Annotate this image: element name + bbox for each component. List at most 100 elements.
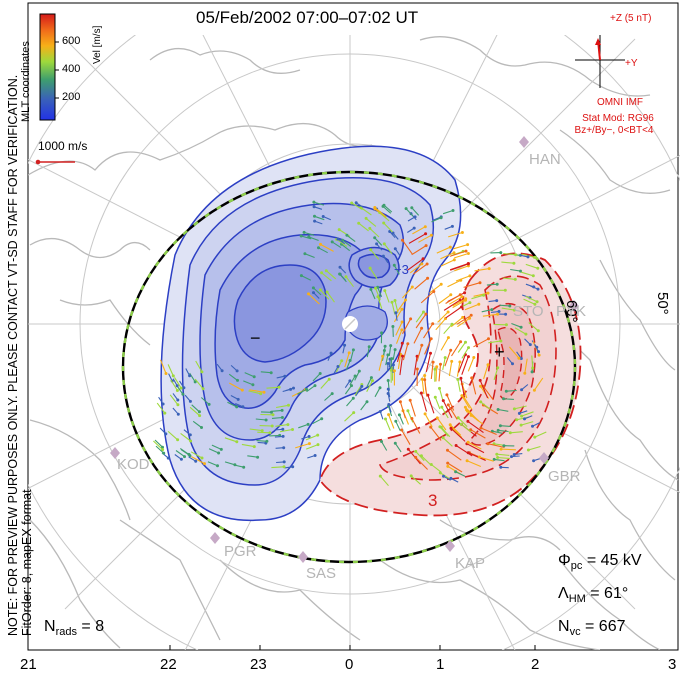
velocity-vector-origin — [354, 201, 358, 205]
velocity-vector-origin — [369, 376, 373, 380]
velocity-vector-origin — [433, 395, 437, 399]
velocity-vector-origin — [420, 262, 424, 266]
velocity-vector-origin — [510, 455, 513, 459]
velocity-vector-origin — [513, 277, 517, 281]
velocity-vector-origin — [466, 355, 470, 359]
colorbar-ticks — [55, 41, 59, 99]
velocity-vector — [452, 299, 466, 309]
velocity-vector-origin — [446, 403, 450, 407]
velocity-vector-origin — [446, 310, 450, 314]
velocity-vector-origin — [197, 410, 201, 414]
velocity-vector-origin — [432, 290, 436, 293]
velocity-vector-origin — [350, 201, 354, 205]
velocity-vector-origin — [532, 459, 536, 463]
velocity-vector-origin — [533, 302, 537, 306]
velocity-vector — [383, 204, 393, 213]
velocity-vector — [360, 207, 372, 216]
velocity-vector — [354, 370, 360, 381]
velocity-vector — [447, 449, 462, 461]
velocity-vector — [457, 341, 466, 353]
velocity-vector — [493, 367, 499, 381]
mlt-axis-ticks — [27, 645, 679, 650]
velocity-vector — [200, 397, 210, 405]
velocity-vector — [384, 418, 391, 431]
velocity-vector — [393, 308, 403, 323]
velocity-vector-origin — [429, 351, 432, 355]
velocity-vector-origin — [179, 457, 183, 461]
velocity-vector-origin — [313, 214, 316, 218]
velocity-vector-origin — [329, 351, 333, 355]
velocity-vector-origin — [508, 304, 512, 308]
velocity-vector-origin — [479, 426, 483, 430]
velocity-vector — [170, 379, 178, 391]
velocity-vector — [442, 437, 453, 447]
velocity-vector-origin — [390, 357, 394, 361]
velocity-vector — [511, 322, 522, 328]
velocity-vector-origin — [200, 370, 204, 374]
velocity-vector — [446, 394, 455, 411]
velocity-vector-origin — [188, 374, 192, 378]
velocity-vector-origin — [176, 403, 180, 407]
velocity-vector — [440, 337, 449, 351]
velocity-vector — [336, 238, 348, 247]
velocity-vector-origin — [463, 405, 467, 409]
velocity-vector-origin — [504, 323, 508, 327]
colorbar-axis-label: Vel [m/s] — [92, 25, 103, 64]
velocity-vector-origin — [406, 342, 410, 346]
velocity-vector-origin — [394, 419, 398, 423]
velocity-vector — [379, 212, 390, 222]
velocity-vector-origin — [465, 459, 469, 463]
velocity-vector-origin — [452, 258, 456, 262]
velocity-vector — [308, 293, 320, 305]
velocity-vector — [224, 461, 236, 466]
velocity-vector — [405, 208, 414, 217]
velocity-vector — [415, 313, 427, 329]
velocity-vector-origin — [383, 289, 387, 293]
velocity-vector-origin — [449, 348, 453, 352]
velocity-vector — [467, 357, 475, 372]
vector-scale-label: 1000 m/s — [38, 139, 88, 153]
velocity-vector-origin — [316, 433, 320, 437]
velocity-vector-origin — [536, 287, 540, 291]
velocity-vector — [345, 276, 354, 288]
velocity-vector-origin — [235, 440, 239, 444]
velocity-vector-origin — [282, 446, 286, 450]
velocity-vector — [241, 443, 255, 448]
velocity-vector-origin — [487, 337, 490, 341]
velocity-vector — [453, 244, 468, 250]
velocity-vector — [448, 361, 453, 377]
velocity-vector-origin — [198, 414, 202, 418]
pcpd-symbol: Φ — [558, 552, 571, 569]
imf-clock-dial — [575, 35, 625, 88]
velocity-vector-origin — [482, 293, 486, 297]
velocity-vector-origin — [469, 313, 473, 317]
velocity-vector — [436, 417, 447, 431]
velocity-vector — [398, 414, 404, 425]
velocity-vector-origin — [307, 292, 310, 296]
velocity-vector — [374, 237, 383, 246]
velocity-vector — [346, 397, 354, 407]
nrads-subscript: rads — [55, 626, 77, 639]
velocity-vector — [271, 416, 283, 419]
velocity-vector-origin — [381, 204, 385, 208]
velocity-vector-origin — [531, 424, 534, 428]
site-label-sto: STO — [513, 303, 544, 320]
velocity-vector-origin — [426, 276, 430, 280]
velocity-vector — [244, 372, 255, 378]
velocity-vector — [256, 440, 267, 442]
mlt-tick-22: 22 — [160, 656, 177, 673]
velocity-vector-origin — [235, 405, 239, 409]
velocity-vector — [384, 290, 390, 303]
velocity-vector-origin — [282, 465, 286, 469]
velocity-vector-origin — [166, 456, 170, 460]
velocity-vector-origin — [487, 267, 491, 271]
velocity-vector-origin — [307, 235, 311, 239]
velocity-vector-origin — [400, 341, 404, 345]
velocity-vector-origin — [499, 251, 503, 255]
mlt-tick-0: 0 — [345, 656, 354, 673]
velocity-vector-origin — [468, 301, 472, 305]
velocity-vector-origin — [188, 433, 192, 437]
velocity-vector-origin — [449, 476, 453, 480]
hm-symbol: Λ — [558, 585, 569, 602]
colorbar-tick-200: 200 — [62, 91, 81, 103]
